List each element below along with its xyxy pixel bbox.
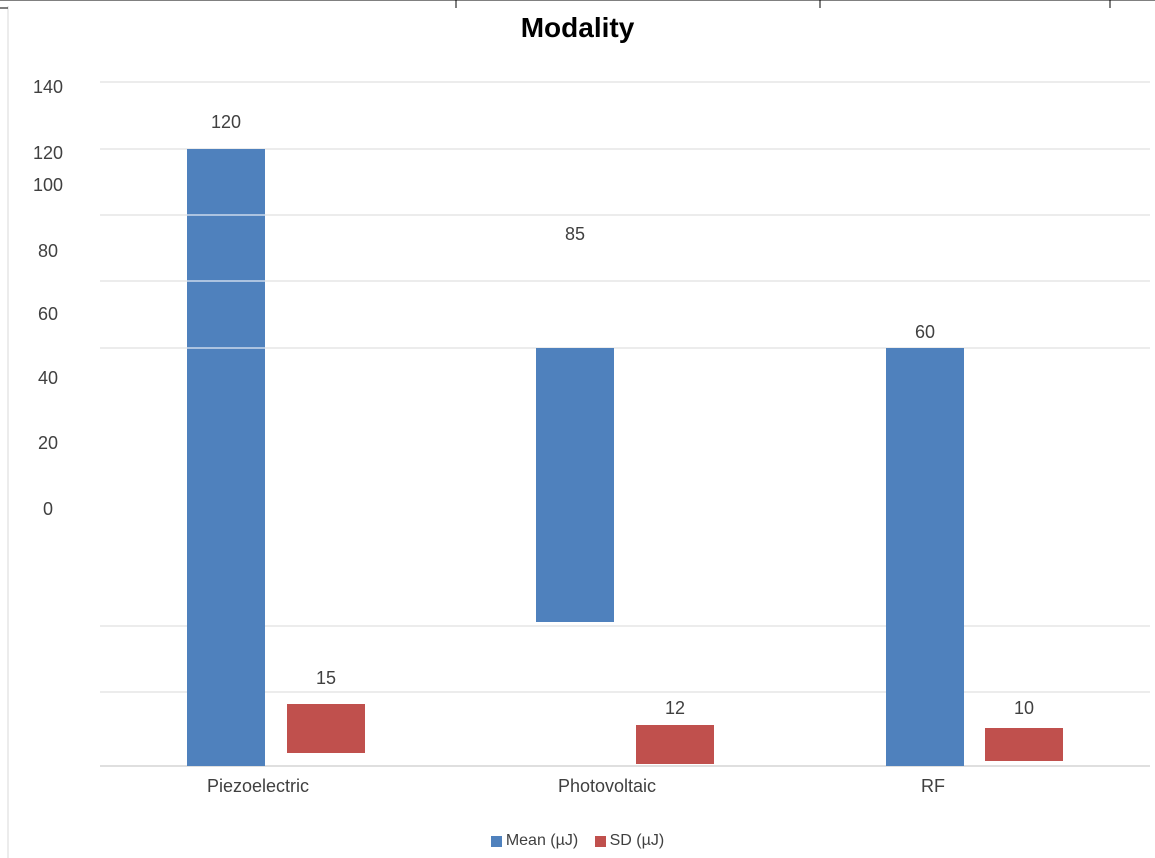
legend: Mean (µJ) SD (µJ) xyxy=(0,832,1155,852)
y-tick-label: 120 xyxy=(33,143,63,163)
bar-mean-rf xyxy=(886,348,964,766)
bar-sd-rf xyxy=(985,728,1063,761)
legend-swatch-sd xyxy=(594,835,606,847)
x-category-label: Piezoelectric xyxy=(207,776,309,796)
data-label-mean: 60 xyxy=(915,322,935,342)
legend-item-sd: SD (µJ) xyxy=(594,832,665,850)
legend-label-mean: Mean (µJ) xyxy=(505,832,579,849)
x-category-label: RF xyxy=(921,776,945,796)
legend-label-sd: SD (µJ) xyxy=(609,832,665,849)
legend-item-mean: Mean (µJ) xyxy=(490,832,579,850)
y-tick-label: 60 xyxy=(38,304,58,324)
x-category-label: Photovoltaic xyxy=(558,776,656,796)
data-label-sd: 12 xyxy=(665,698,685,718)
y-tick-label: 140 xyxy=(33,77,63,97)
y-tick-label: 80 xyxy=(38,241,58,261)
chart-title: Modality xyxy=(520,12,635,43)
legend-swatch-mean xyxy=(490,835,502,847)
y-tick-label: 40 xyxy=(38,368,58,388)
data-label-mean: 85 xyxy=(565,224,585,244)
bar-sd-piezoelectric xyxy=(287,704,365,753)
y-tick-label: 0 xyxy=(43,499,53,519)
y-tick-label: 100 xyxy=(33,175,63,195)
data-label-sd: 15 xyxy=(316,668,336,688)
bar-sd-photovoltaic xyxy=(636,725,714,764)
data-label-sd: 10 xyxy=(1014,698,1034,718)
data-label-mean: 120 xyxy=(211,112,241,132)
bar-mean-photovoltaic xyxy=(536,348,614,622)
bar-mean-piezoelectric xyxy=(187,149,265,766)
y-tick-label: 20 xyxy=(38,433,58,453)
